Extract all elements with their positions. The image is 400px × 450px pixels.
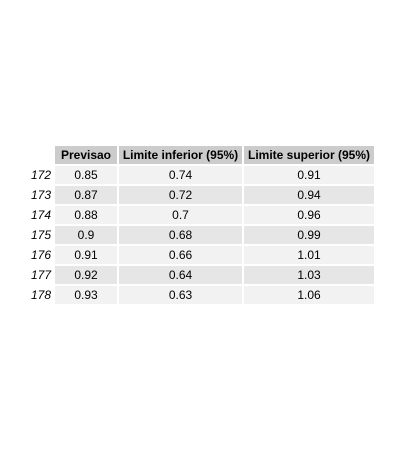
cell-previsao: 0.87 [55, 186, 117, 204]
cell-limite-inferior: 0.74 [119, 166, 242, 184]
cell-limite-superior: 1.06 [244, 286, 374, 304]
cell-limite-superior: 0.91 [244, 166, 374, 184]
table-row: 176 0.91 0.66 1.01 [29, 246, 374, 264]
row-label: 176 [30, 248, 51, 262]
cell-previsao: 0.88 [55, 206, 117, 224]
corner-cell [29, 146, 53, 164]
row-label: 177 [30, 268, 51, 282]
cell-limite-inferior: 0.63 [119, 286, 242, 304]
row-label: 174 [30, 208, 51, 222]
row-label: 173 [30, 188, 51, 202]
row-label: 175 [30, 228, 51, 242]
cell-limite-superior: 0.94 [244, 186, 374, 204]
table-row: 178 0.93 0.63 1.06 [29, 286, 374, 304]
cell-limite-superior: 0.96 [244, 206, 374, 224]
cell-previsao: 0.93 [55, 286, 117, 304]
column-header-limite-superior: Limite superior (95%) [244, 146, 374, 164]
cell-limite-inferior: 0.66 [119, 246, 242, 264]
forecast-table-container: Previsao Limite inferior (95%) Limite su… [27, 144, 376, 306]
cell-limite-inferior: 0.64 [119, 266, 242, 284]
cell-limite-inferior: 0.68 [119, 226, 242, 244]
cell-limite-superior: 1.03 [244, 266, 374, 284]
cell-limite-inferior: 0.72 [119, 186, 242, 204]
cell-limite-superior: 1.01 [244, 246, 374, 264]
column-header-limite-inferior: Limite inferior (95%) [119, 146, 242, 164]
table-row: 174 0.88 0.7 0.96 [29, 206, 374, 224]
table-row: 172 0.85 0.74 0.91 [29, 166, 374, 184]
table-row: 175 0.9 0.68 0.99 [29, 226, 374, 244]
cell-previsao: 0.91 [55, 246, 117, 264]
cell-previsao: 0.92 [55, 266, 117, 284]
row-label: 172 [30, 168, 51, 182]
cell-limite-inferior: 0.7 [119, 206, 242, 224]
row-label: 178 [30, 288, 51, 302]
column-header-previsao: Previsao [55, 146, 117, 164]
cell-previsao: 0.9 [55, 226, 117, 244]
forecast-table: Previsao Limite inferior (95%) Limite su… [27, 144, 376, 306]
table-row: 177 0.92 0.64 1.03 [29, 266, 374, 284]
cell-previsao: 0.85 [55, 166, 117, 184]
cell-limite-superior: 0.99 [244, 226, 374, 244]
table-row: 173 0.87 0.72 0.94 [29, 186, 374, 204]
header-row: Previsao Limite inferior (95%) Limite su… [29, 146, 374, 164]
